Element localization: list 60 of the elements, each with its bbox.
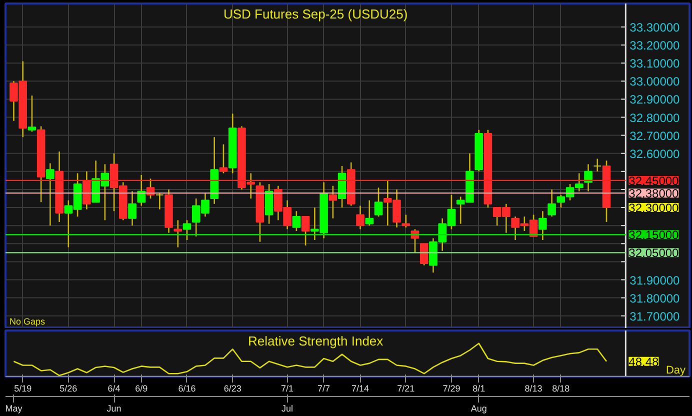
y-tick-label: 31.80000 — [630, 291, 680, 306]
y-tick-label: 31.90000 — [630, 273, 680, 288]
x-tick-label: 6/4 — [108, 384, 120, 394]
x-tick-label: 6/9 — [135, 384, 148, 394]
candlestick — [593, 158, 602, 172]
text: May — [5, 404, 23, 414]
text: Jun — [106, 404, 122, 414]
chart-title: USD Futures Sep-25 (USDU25) — [223, 6, 408, 22]
ref-line-label: 32.05000 — [628, 246, 680, 260]
y-tick-label: 33.10000 — [630, 56, 680, 71]
x-tick-label: 7/7 — [318, 384, 330, 394]
candlestick — [402, 214, 410, 228]
candlestick — [264, 183, 274, 224]
candlestick — [301, 216, 310, 246]
x-tick-label: 7/21 — [397, 384, 415, 394]
x-tick-label: 6/23 — [224, 384, 242, 394]
ref-line-label: 32.15000 — [628, 228, 680, 242]
candlestick — [584, 164, 592, 192]
text: Aug — [470, 404, 487, 414]
candlestick — [548, 188, 556, 218]
candlestick — [356, 205, 364, 230]
candlestick — [292, 210, 301, 232]
candlestick — [182, 220, 192, 241]
candlestick — [137, 174, 146, 206]
x-tick-label: 7/29 — [442, 384, 460, 394]
y-tick-label: 32.70000 — [630, 128, 680, 143]
y-tick-label: 32.80000 — [630, 110, 680, 125]
x-tick-label: 5/19 — [14, 384, 32, 394]
y-tick-label: 32.90000 — [630, 92, 680, 107]
y-tick-label: 33.20000 — [630, 38, 680, 53]
ref-line-label: 32.45000 — [628, 174, 680, 188]
candlestick — [174, 220, 182, 248]
y-tick-label: 33.30000 — [630, 20, 680, 34]
x-tick-label: 6/16 — [178, 384, 196, 394]
candlestick — [28, 94, 36, 132]
text: 48.48 — [628, 354, 660, 369]
text: 32.30000 — [628, 201, 680, 216]
candlestick — [128, 190, 136, 226]
candlestick — [538, 210, 547, 241]
x-tick-label: 7/1 — [281, 384, 294, 394]
x-tick-label: 8/18 — [552, 384, 570, 394]
chart-title: Relative Strength Index — [248, 334, 384, 348]
y-tick-label: 33.00000 — [630, 74, 680, 89]
candlestick — [219, 144, 228, 174]
ref-line-label: 32.38000 — [628, 186, 680, 201]
y-tick-label: 31.70000 — [630, 309, 680, 324]
text: Jul — [282, 404, 294, 414]
text: Day — [666, 364, 686, 376]
y-tick-label: 32.60000 — [630, 146, 680, 161]
x-tick-label: 5/26 — [60, 384, 78, 394]
candlestick — [46, 162, 54, 226]
candlestick — [420, 242, 428, 266]
candlestick — [155, 192, 164, 210]
candlestick — [328, 185, 338, 220]
candlestick — [365, 200, 374, 226]
candlestick — [374, 187, 383, 218]
annotation: No Gaps — [10, 316, 46, 326]
x-tick-label: 7/14 — [352, 384, 370, 394]
x-tick-label: 8/13 — [524, 384, 542, 394]
x-tick-label: 8/1 — [472, 384, 486, 394]
